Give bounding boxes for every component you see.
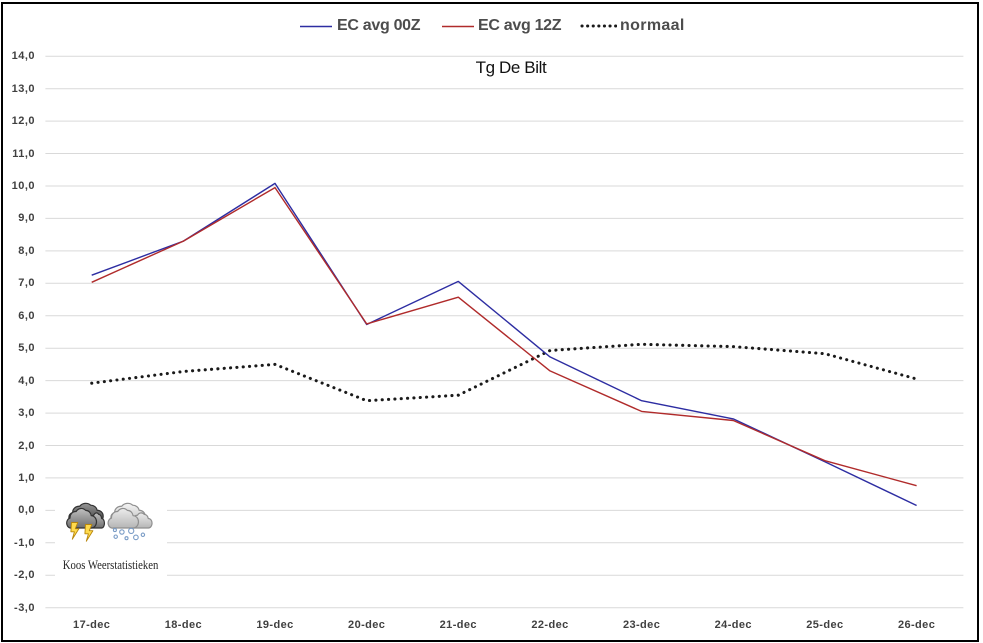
svg-text:Koos Weerstatistieken: Koos Weerstatistieken bbox=[63, 558, 159, 572]
